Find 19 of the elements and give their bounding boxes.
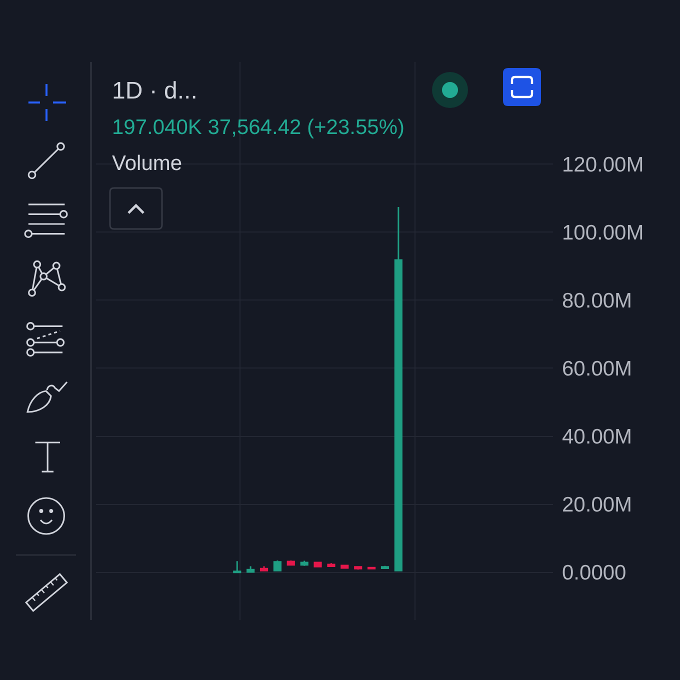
y-tick-label: 120.00M xyxy=(562,153,644,176)
text: 1D · d... xyxy=(112,77,198,104)
text: 197.040K 37,564.42 (+23.55%) xyxy=(112,116,404,139)
candlestick xyxy=(327,562,336,568)
candlestick xyxy=(233,560,242,574)
y-tick-label: 100.00M xyxy=(562,221,644,244)
candlestick xyxy=(246,565,255,573)
candlestick xyxy=(354,565,362,570)
annotation: Volume xyxy=(112,152,182,175)
y-tick-label: 20.00M xyxy=(562,494,632,517)
y-tick-label: 0.0000 xyxy=(562,562,626,585)
candlestick xyxy=(314,561,322,568)
candlestick xyxy=(286,560,295,566)
candlestick xyxy=(260,565,268,572)
y-tick-label: 40.00M xyxy=(562,426,632,449)
candlestick xyxy=(394,206,402,572)
y-tick-label: 60.00M xyxy=(562,358,632,381)
candlestick xyxy=(273,560,282,572)
y-tick-label: 80.00M xyxy=(562,290,632,313)
